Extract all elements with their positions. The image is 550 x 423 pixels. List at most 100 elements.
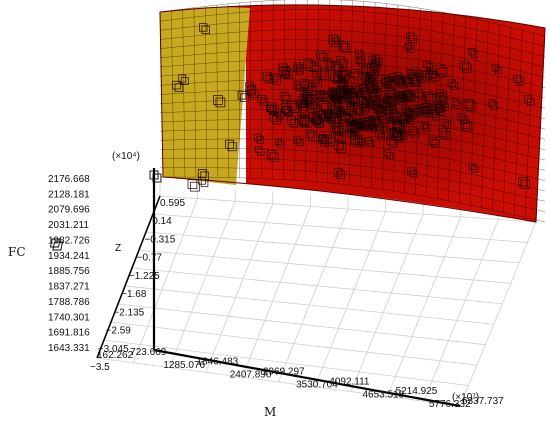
grid-line — [423, 219, 499, 402]
data-point-marker — [336, 87, 349, 100]
data-point-marker — [244, 82, 256, 94]
data-point-marker — [337, 77, 349, 89]
mesh-row — [159, 148, 546, 192]
mesh-col — [426, 10, 432, 198]
m-tick-label: 1846.483 — [197, 357, 239, 368]
data-point-marker — [337, 111, 350, 124]
grid-line — [314, 211, 386, 387]
grid-line — [387, 216, 462, 397]
m-tick-label: 5214.925 — [396, 386, 438, 397]
mesh-row — [159, 69, 546, 109]
data-point-marker — [355, 50, 365, 60]
data-point-marker — [371, 59, 383, 71]
data-point-marker — [373, 80, 385, 92]
m-multiplier: (×10⁷) — [452, 392, 479, 403]
data-point-marker — [178, 74, 189, 85]
grid-line — [350, 214, 424, 392]
floor-grid — [96, 184, 537, 407]
grid-line — [145, 231, 520, 264]
data-point-marker — [316, 50, 328, 62]
grid-line — [131, 267, 503, 305]
data-point-marker — [335, 132, 346, 143]
mesh-col — [491, 24, 500, 212]
data-point-marker — [392, 127, 402, 138]
mesh-row — [159, 157, 546, 202]
data-point-marker — [383, 96, 394, 107]
data-point-marker — [303, 58, 316, 71]
data-point-marker — [487, 99, 498, 110]
grid-line — [152, 213, 528, 243]
data-point-marker — [492, 64, 502, 74]
surface-outline — [159, 4, 546, 223]
m-tick-label: 4092.111 — [329, 376, 370, 387]
data-point-marker — [355, 135, 365, 146]
fc-tick-label: 2031.211 — [48, 220, 89, 231]
grid-line — [132, 198, 198, 363]
data-point-marker — [304, 83, 316, 96]
data-point-marker — [299, 94, 310, 105]
grid-line — [103, 339, 469, 386]
mesh-col — [513, 30, 523, 217]
fc-tick-label: 1934.241 — [48, 251, 90, 262]
z-tick-label: −0.315 — [144, 234, 175, 245]
z-tick-label: −2.135 — [113, 307, 144, 318]
z-tick-label: −0.77 — [137, 253, 163, 264]
data-point-marker — [386, 102, 397, 113]
data-point-marker — [341, 111, 353, 123]
data-point-marker — [414, 89, 426, 100]
data-point-marker — [383, 149, 394, 160]
data-point-marker — [396, 116, 408, 127]
data-point-marker — [199, 23, 210, 35]
mesh-row — [160, 167, 546, 212]
data-point-marker — [328, 34, 341, 48]
z-legend-marker: Z — [49, 238, 121, 254]
fc-tick-label: 1837.271 — [48, 282, 90, 293]
data-point-marker — [350, 135, 363, 148]
data-point-marker — [368, 122, 378, 132]
data-point-marker — [281, 106, 292, 117]
mesh-row — [159, 19, 546, 57]
data-point-marker — [361, 64, 374, 77]
fc-tick-label: 1643.331 — [48, 343, 90, 354]
data-point-marker — [315, 90, 328, 102]
mesh-col — [272, 0, 274, 180]
z-tick-label: −2.59 — [106, 326, 132, 337]
data-point-marker — [389, 128, 402, 141]
data-point-marker — [293, 62, 304, 73]
z-axis-line — [96, 195, 161, 359]
mesh-col — [502, 27, 512, 215]
data-point-marker — [441, 118, 452, 129]
data-point-marker — [422, 70, 433, 81]
grid-line — [110, 321, 477, 366]
mesh-row — [159, 29, 546, 68]
mesh-row — [159, 49, 546, 88]
mesh-col — [437, 12, 444, 200]
data-point-marker — [457, 113, 468, 124]
data-point-marker — [389, 110, 401, 122]
data-point-marker — [518, 177, 531, 190]
m-tick-label: 1285.076 — [163, 360, 205, 371]
fc-tick-label: 2176.668 — [48, 174, 90, 185]
data-point-marker — [273, 109, 284, 120]
data-point-marker — [513, 74, 525, 86]
grid-line — [205, 203, 274, 373]
data-point-marker — [338, 67, 350, 80]
data-point-marker — [330, 73, 341, 84]
z-axis-title: Z — [115, 243, 121, 254]
data-point-marker — [524, 95, 535, 106]
data-point-marker — [386, 136, 398, 148]
data-point-marker — [257, 94, 269, 106]
data-point-marker — [274, 138, 285, 148]
m-axis-title: M — [264, 405, 276, 419]
fc-tick-label: 1982.726 — [48, 235, 90, 246]
data-point-marker — [410, 105, 421, 116]
data-point-marker — [463, 98, 476, 112]
mesh-col — [283, 0, 285, 180]
mesh-col — [371, 2, 376, 189]
data-point-marker — [328, 105, 341, 118]
data-point-marker — [377, 110, 390, 123]
data-point-marker — [468, 163, 479, 173]
mesh-col — [469, 19, 478, 207]
m-tick-label: 162.262 — [97, 350, 134, 361]
z-tick-label: 0.595 — [160, 198, 185, 209]
